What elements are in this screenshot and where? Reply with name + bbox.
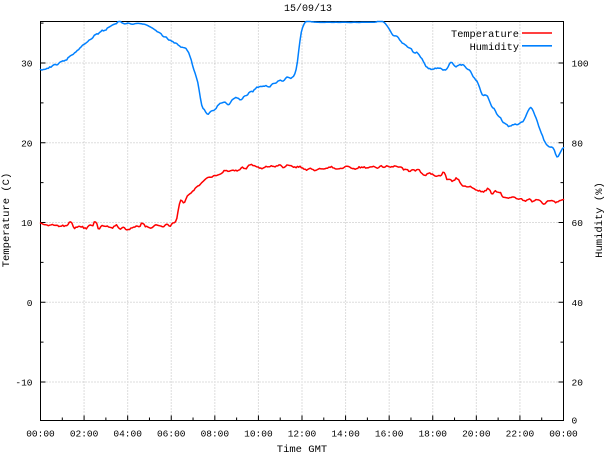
svg-text:100: 100 (572, 59, 589, 70)
svg-text:04:00: 04:00 (113, 429, 142, 440)
svg-text:00:00: 00:00 (26, 429, 55, 440)
svg-text:Temperature (C): Temperature (C) (1, 173, 13, 268)
svg-text:40: 40 (572, 298, 584, 309)
svg-text:0: 0 (572, 416, 578, 427)
svg-text:02:00: 02:00 (70, 429, 99, 440)
svg-text:06:00: 06:00 (157, 429, 186, 440)
svg-text:Humidity: Humidity (470, 42, 519, 54)
svg-text:15/09/13: 15/09/13 (284, 3, 332, 15)
svg-text:60: 60 (572, 218, 584, 229)
svg-text:18:00: 18:00 (418, 429, 447, 440)
svg-text:Humidity (%): Humidity (%) (594, 182, 606, 258)
svg-text:14:00: 14:00 (331, 429, 360, 440)
svg-text:12:00: 12:00 (288, 429, 317, 440)
svg-text:10:00: 10:00 (244, 429, 273, 440)
svg-text:16:00: 16:00 (375, 429, 404, 440)
svg-text:08:00: 08:00 (201, 429, 230, 440)
svg-text:30: 30 (21, 59, 33, 70)
svg-text:20: 20 (572, 378, 584, 389)
svg-text:-10: -10 (15, 378, 32, 389)
svg-text:80: 80 (572, 138, 584, 149)
svg-text:0: 0 (27, 298, 33, 309)
svg-text:10: 10 (21, 218, 33, 229)
svg-text:20:00: 20:00 (462, 429, 491, 440)
svg-text:20: 20 (21, 138, 33, 149)
svg-text:00:00: 00:00 (549, 429, 578, 440)
svg-text:Time GMT: Time GMT (277, 444, 327, 456)
svg-text:22:00: 22:00 (506, 429, 535, 440)
svg-text:Temperature: Temperature (451, 29, 519, 41)
